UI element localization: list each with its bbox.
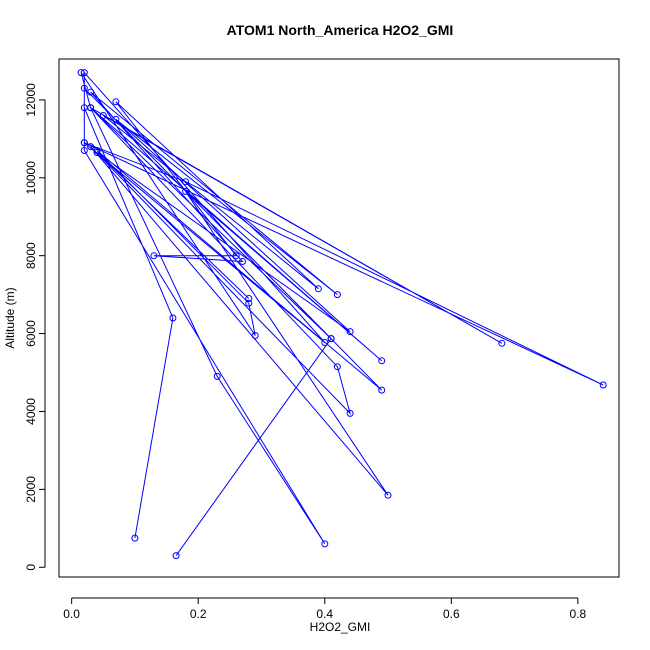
data-point xyxy=(346,409,354,417)
data-point xyxy=(333,291,341,299)
data-point xyxy=(87,104,95,112)
data-point xyxy=(172,552,180,560)
data-point xyxy=(321,339,329,346)
data-point xyxy=(327,335,335,343)
x-tick-label: 0.2 xyxy=(190,607,207,621)
data-point xyxy=(213,372,221,380)
x-tick-label: 0.8 xyxy=(570,607,587,621)
data-point xyxy=(169,314,177,322)
y-tick-label: 4000 xyxy=(24,398,38,425)
data-point xyxy=(182,178,190,186)
data-point xyxy=(245,295,253,302)
data-point xyxy=(150,252,158,260)
data-point xyxy=(80,69,88,77)
y-tick-label: 10000 xyxy=(24,161,38,195)
data-point xyxy=(333,363,341,371)
data-point xyxy=(314,285,322,293)
data-point xyxy=(93,147,101,154)
data-point xyxy=(131,534,139,542)
data-point xyxy=(80,84,88,92)
data-point xyxy=(245,299,253,307)
data-point xyxy=(77,69,85,77)
data-point xyxy=(112,98,120,106)
data-point xyxy=(80,139,88,147)
data-point xyxy=(87,88,95,96)
x-tick-label: 0.4 xyxy=(316,607,333,621)
data-point xyxy=(87,143,95,151)
data-point xyxy=(251,332,259,339)
data-point xyxy=(99,112,107,119)
data-point xyxy=(378,386,386,394)
y-tick-label: 6000 xyxy=(24,320,38,347)
data-point xyxy=(80,147,88,154)
data-point xyxy=(498,339,506,347)
y-axis: 0 2000 4000 6000 8000 10000 12000 xyxy=(24,83,46,571)
y-tick-label: 12000 xyxy=(24,83,38,117)
x-axis-label: H2O2_GMI xyxy=(310,620,371,634)
data-point xyxy=(384,491,392,499)
data-point xyxy=(599,381,607,389)
y-tick-label: 0 xyxy=(24,564,38,571)
y-tick-label: 8000 xyxy=(24,242,38,269)
x-axis: 0.0 0.2 0.4 0.6 0.8 xyxy=(63,597,587,621)
y-tick-label: 2000 xyxy=(24,476,38,503)
data-point xyxy=(112,115,120,123)
x-tick-label: 0.0 xyxy=(63,607,80,621)
chart-title: ATOM1 North_America H2O2_GMI xyxy=(227,22,454,38)
data-point xyxy=(239,258,246,265)
data-point xyxy=(93,149,101,156)
data-point xyxy=(182,187,190,195)
data-point xyxy=(378,357,386,365)
plot-frame xyxy=(58,58,620,578)
data-point xyxy=(232,252,240,260)
data-point xyxy=(346,328,354,336)
x-tick-label: 0.6 xyxy=(443,607,460,621)
series-line xyxy=(80,71,604,556)
series-layer xyxy=(77,69,607,560)
data-point xyxy=(321,540,329,548)
y-axis-label: Altitude (m) xyxy=(3,287,17,348)
